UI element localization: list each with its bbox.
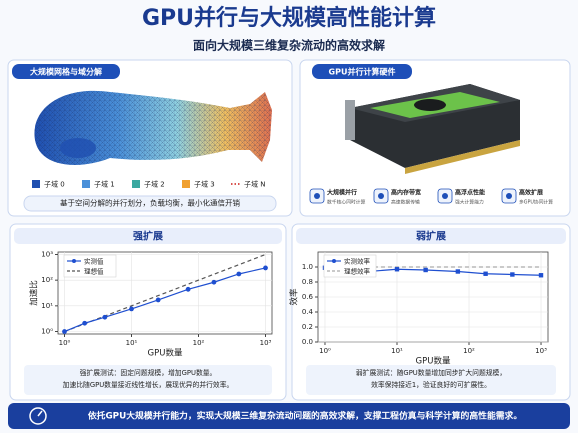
- marker: [263, 265, 268, 271]
- x-tick-label: 10⁰: [319, 347, 331, 355]
- feature-desc: 数千核心同时计算: [327, 199, 366, 206]
- feature-desc: 强大计算能力: [455, 199, 484, 206]
- marker: [483, 271, 488, 276]
- feature-title: 高浮点性能: [455, 189, 485, 197]
- legend-label: 子域 1: [94, 180, 115, 189]
- footer-bar: [8, 403, 570, 429]
- marker: [394, 267, 400, 272]
- caption-line: 加速比随GPU数量接近线性增长，展现优异的并行效率。: [63, 380, 234, 389]
- marker: [538, 273, 544, 278]
- hardware-panel-tab: [312, 64, 412, 79]
- marker: [236, 271, 242, 277]
- y-tick-label: 0.0: [302, 338, 313, 346]
- x-axis-label: GPU数量: [148, 348, 183, 359]
- legend-swatch: [82, 180, 90, 188]
- gpu-card: [345, 84, 520, 174]
- marker: [510, 272, 515, 277]
- feature-icon-dot: [314, 193, 320, 199]
- marker: [155, 297, 161, 303]
- mesh-illustration: [34, 90, 272, 165]
- y-tick-label: 0.8: [302, 278, 313, 286]
- footer-icon: [29, 407, 47, 425]
- title: GPU并行与大规模高性能计算: [142, 5, 436, 31]
- y-tick-label: 10³: [41, 250, 53, 258]
- x-tick-label: 10⁰: [59, 339, 71, 347]
- feature-title: 大规模并行: [327, 189, 357, 197]
- y-axis-label: 效率: [289, 288, 300, 306]
- legend-swatch: [32, 180, 40, 188]
- feature-icon-dot: [378, 193, 384, 199]
- marker: [185, 286, 191, 292]
- legend-label: 子域 0: [44, 180, 65, 189]
- x-tick-label: 10¹: [391, 347, 403, 355]
- legend-label: 理想值: [84, 267, 104, 276]
- chart-title-bar: [14, 228, 282, 244]
- mesh-note-box: [23, 195, 277, 212]
- legend-marker: [72, 259, 76, 263]
- marker: [423, 267, 428, 273]
- mesh-panel-tab: [12, 64, 120, 79]
- plot-frame: [57, 251, 273, 335]
- y-axis-label: 加速比: [29, 280, 40, 306]
- feature-desc: 多GPU协同计算: [519, 199, 553, 206]
- x-tick-label: 10¹: [126, 339, 138, 347]
- y-tick-label: 10¹: [41, 302, 53, 310]
- chart-title: 强扩展: [133, 230, 163, 243]
- feature-icon-dot: [506, 193, 512, 199]
- caption-line: 强扩展测试：固定问题规模，增加GPU数量。: [80, 368, 217, 377]
- marker: [82, 320, 88, 326]
- subtitle: 面向大规模三维复杂流动的高效求解: [193, 38, 385, 53]
- legend-swatch: [132, 180, 140, 188]
- x-axis-label: GPU数量: [416, 356, 451, 367]
- marker: [62, 329, 67, 334]
- footer-text: 依托GPU大规模并行能力，实现大规模三维复杂流动问题的高效求解，支撑工程仿真与科…: [88, 410, 522, 422]
- y-tick-label: 0.2: [302, 323, 313, 331]
- legend-label: 实测效率: [344, 257, 371, 266]
- feature-title: 高效扩展: [519, 189, 543, 197]
- marker: [455, 269, 461, 274]
- legend-marker: [332, 259, 336, 263]
- marker: [129, 306, 134, 312]
- legend-label: 子域 3: [194, 180, 215, 189]
- y-tick-label: 0.6: [302, 293, 314, 301]
- mesh-note: 基于空间分解的并行划分，负载均衡，最小化通信开销: [60, 198, 240, 208]
- chart-title-bar: [296, 228, 566, 244]
- caption-line: 效率保持接近1，验证良好的可扩展性。: [371, 380, 491, 389]
- chart-title: 弱扩展: [416, 230, 446, 243]
- caption-line: 弱扩展测试：随GPU数量增加同步扩大问题规模，: [356, 368, 506, 377]
- x-tick-label: 10³: [535, 347, 547, 355]
- legend-label: 子域 2: [144, 180, 165, 189]
- legend-label: 子域 N: [244, 180, 265, 189]
- caption-box: [24, 365, 272, 395]
- hardware-panel-title: GPU并行计算硬件: [329, 67, 396, 77]
- marker: [102, 314, 108, 320]
- y-tick-label: 0.4: [302, 308, 314, 316]
- legend-label: 理想效率: [344, 267, 371, 276]
- caption-box: [306, 365, 556, 395]
- marker: [211, 279, 217, 285]
- x-tick-label: 10³: [260, 339, 272, 347]
- legend-label: 实测值: [84, 257, 104, 266]
- mesh-panel-title: 大规模网格与域分解: [30, 67, 102, 77]
- x-tick-label: 10²: [463, 347, 475, 355]
- y-tick-label: 10²: [41, 276, 53, 284]
- feature-title: 高内存带宽: [391, 189, 421, 197]
- feature-desc: 高速数据传输: [391, 199, 420, 206]
- legend-swatch: [182, 180, 190, 188]
- x-tick-label: 10²: [193, 339, 205, 347]
- feature-icon-dot: [442, 193, 448, 199]
- footer-icon-needle: [37, 410, 43, 417]
- y-tick-label: 10⁰: [41, 328, 53, 336]
- y-tick-label: 1.0: [302, 263, 313, 271]
